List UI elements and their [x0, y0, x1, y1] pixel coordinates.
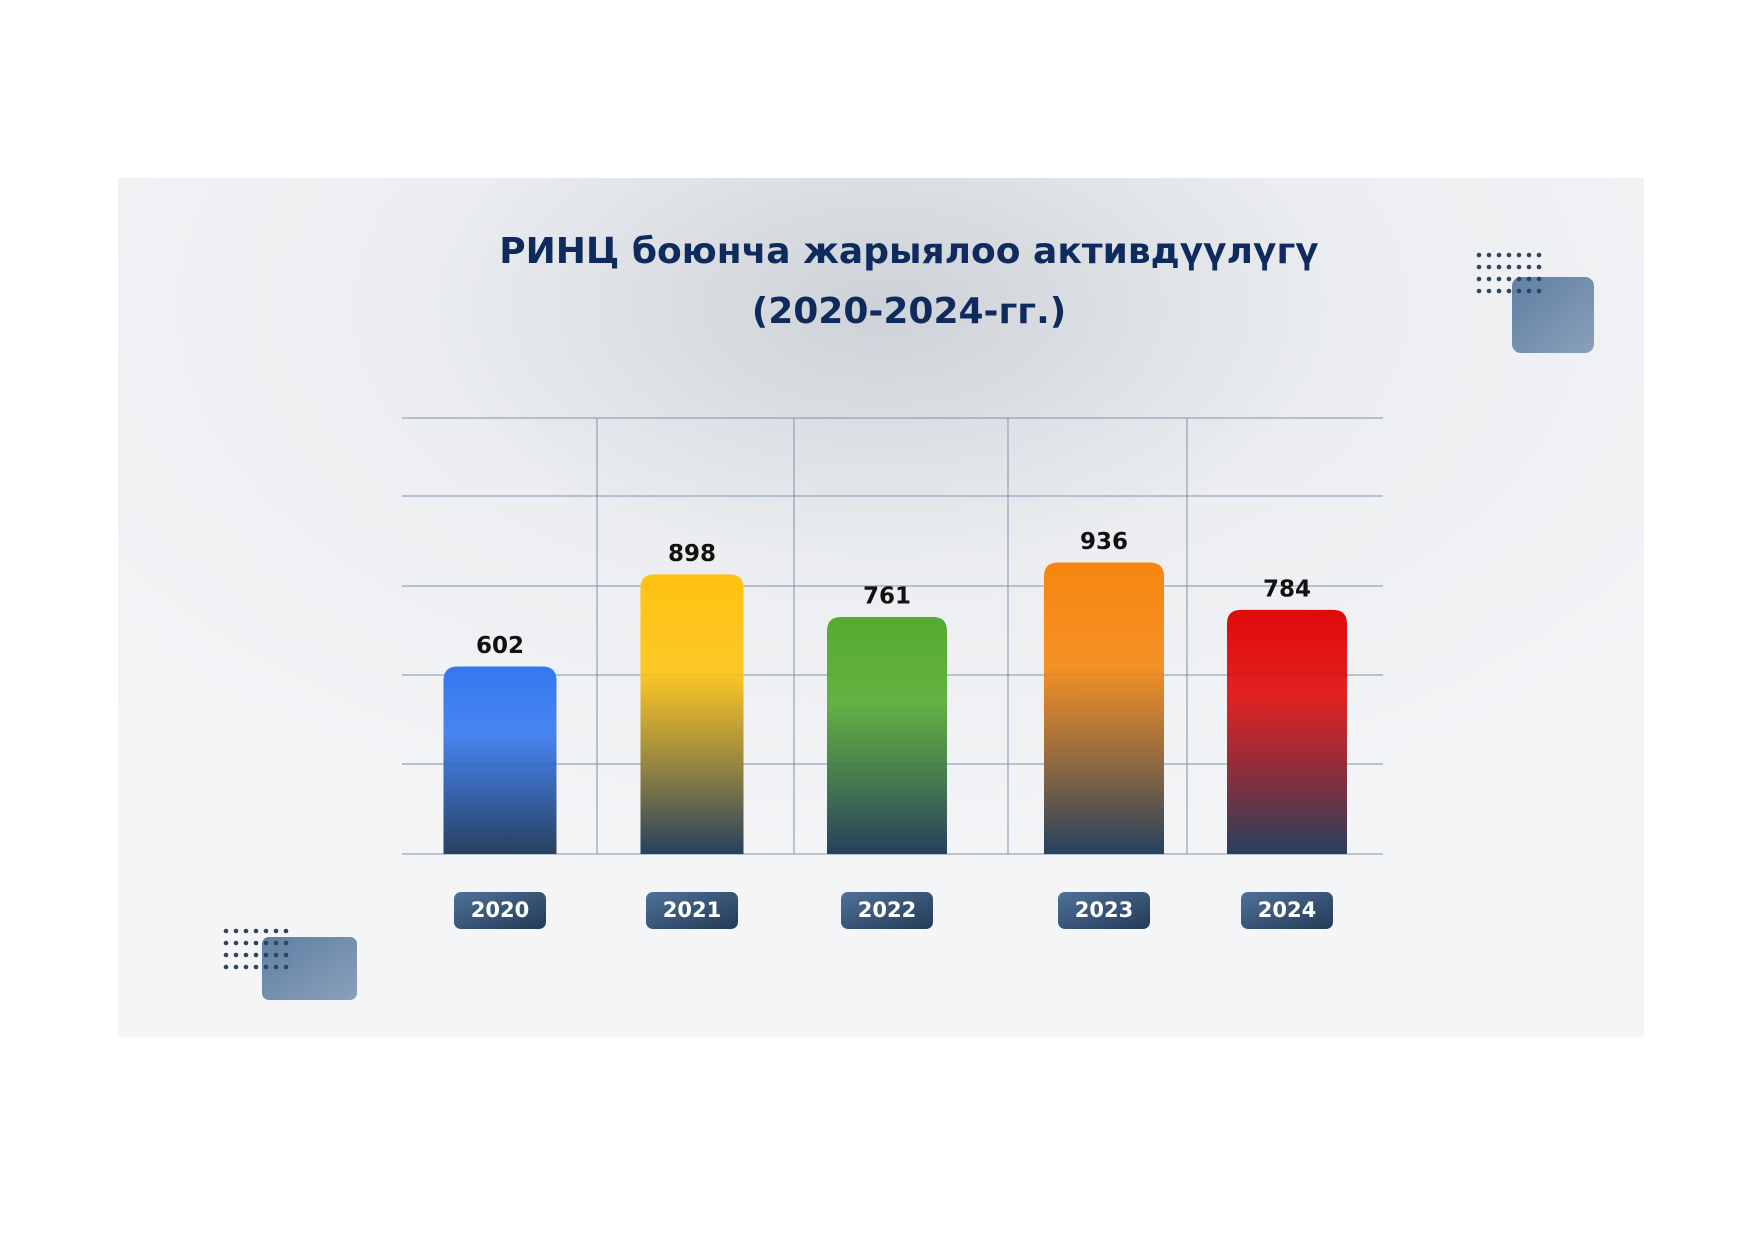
- category-pill: [1058, 892, 1150, 929]
- dot: [233, 940, 239, 946]
- dot: [1496, 288, 1502, 294]
- dot: [223, 964, 229, 970]
- dot: [223, 940, 229, 946]
- dot: [253, 952, 259, 958]
- dot: [1526, 252, 1532, 258]
- dot: [1496, 276, 1502, 282]
- dot: [1476, 264, 1482, 270]
- x-tick-label: 2022: [858, 898, 916, 922]
- dot: [253, 928, 259, 934]
- dot: [1506, 276, 1512, 282]
- dot: [1536, 264, 1542, 270]
- value-label: 602: [476, 633, 524, 659]
- dot: [283, 940, 289, 946]
- dot: [1476, 288, 1482, 294]
- dot: [263, 940, 269, 946]
- dot: [253, 964, 259, 970]
- x-tick-label: 2020: [471, 898, 529, 922]
- dot: [1506, 264, 1512, 270]
- value-label: 898: [668, 541, 716, 567]
- dot: [1536, 276, 1542, 282]
- dot: [223, 952, 229, 958]
- value-label: 761: [863, 584, 911, 610]
- dot: [1526, 264, 1532, 270]
- dot: [1506, 252, 1512, 258]
- dot: [243, 940, 249, 946]
- dot: [263, 952, 269, 958]
- dot: [1536, 252, 1542, 258]
- dot: [1486, 264, 1492, 270]
- dot: [273, 928, 279, 934]
- dot: [1516, 264, 1522, 270]
- dot: [273, 940, 279, 946]
- dot: [1526, 276, 1532, 282]
- dot: [283, 952, 289, 958]
- dot: [1486, 288, 1492, 294]
- dot: [1516, 276, 1522, 282]
- dot: [273, 952, 279, 958]
- dot: [253, 940, 259, 946]
- dot: [1526, 288, 1532, 294]
- value-label: 936: [1080, 529, 1128, 555]
- category-pill: [646, 892, 738, 929]
- dot: [1516, 288, 1522, 294]
- bar: [1044, 562, 1164, 854]
- category-pill: [1241, 892, 1333, 929]
- x-tick-label: 2021: [663, 898, 721, 922]
- dot: [283, 964, 289, 970]
- x-tick-label: 2024: [1258, 898, 1316, 922]
- bar: [827, 617, 947, 854]
- chart-subtitle: (2020-2024-гг.): [752, 291, 1066, 332]
- dot: [233, 952, 239, 958]
- category-pill: [841, 892, 933, 929]
- x-tick-label: 2023: [1075, 898, 1133, 922]
- dot: [243, 964, 249, 970]
- dot: [1476, 276, 1482, 282]
- dot: [1486, 252, 1492, 258]
- dot: [1496, 264, 1502, 270]
- dot: [1486, 276, 1492, 282]
- bar: [1227, 609, 1347, 854]
- dot: [1496, 252, 1502, 258]
- dot: [243, 952, 249, 958]
- value-label: 784: [1263, 576, 1311, 602]
- bar: [640, 574, 744, 854]
- dot: [233, 928, 239, 934]
- dot: [1506, 288, 1512, 294]
- dot: [1536, 288, 1542, 294]
- category-pill: [454, 892, 546, 929]
- dot: [243, 928, 249, 934]
- dot: [273, 964, 279, 970]
- dot: [283, 928, 289, 934]
- dot: [1476, 252, 1482, 258]
- dots: [223, 252, 1542, 970]
- dot: [233, 964, 239, 970]
- bar: [443, 666, 557, 854]
- dot: [263, 964, 269, 970]
- dot: [223, 928, 229, 934]
- chart-title: РИНЦ боюнча жарыялоо активдүүлүгү: [499, 231, 1319, 272]
- dot: [1516, 252, 1522, 258]
- dot: [263, 928, 269, 934]
